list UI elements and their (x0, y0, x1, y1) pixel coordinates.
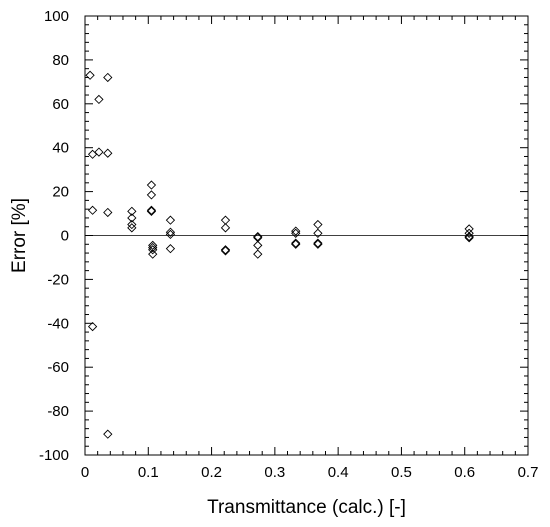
data-point-diamond (148, 242, 158, 253)
data-point-diamond (103, 72, 113, 83)
data-point-diamond (220, 215, 231, 225)
data-point-diamond (291, 226, 301, 236)
data-point-diamond (165, 229, 176, 240)
data-point-diamond (94, 94, 104, 105)
data-point-diamond (464, 231, 474, 242)
data-point-diamond (165, 215, 176, 225)
data-point-diamond (146, 205, 157, 215)
y-tick-label: 20 (52, 184, 69, 201)
x-tick-label: 0.1 (138, 464, 159, 481)
tick-labels: 0 0.1 0.2 0.3 0.4 0.5 0.6 0.7 -100 -80 -60 -40 -20 0 2… (39, 8, 538, 481)
data-point-diamond (103, 207, 113, 218)
data-point-diamond (146, 190, 157, 200)
data-point-diamond (313, 219, 323, 230)
data-point-diamond (146, 180, 157, 190)
y-tick-label: 40 (52, 140, 69, 157)
data-point-diamond (103, 148, 113, 158)
x-tick-label: 0.5 (391, 464, 412, 481)
data-point-diamond (148, 249, 158, 259)
x-tick-label: 0.2 (201, 464, 222, 481)
data-point-diamond (313, 228, 323, 238)
data-point-diamond (87, 205, 98, 215)
x-tick-label: 0 (81, 464, 89, 481)
y-tick-label: -40 (47, 315, 69, 332)
data-point-diamond (253, 249, 263, 259)
data-point-diamond (87, 321, 98, 332)
data-point-diamond (313, 238, 323, 248)
y-axis-title: Error [%] (9, 198, 30, 273)
x-tick-label: 0.3 (264, 464, 285, 481)
x-tick-label: 0.7 (518, 464, 539, 481)
x-axis-title: Transmittance (calc.) [-] (207, 497, 406, 518)
y-tick-label: 0 (61, 228, 69, 245)
data-point-diamond (253, 231, 263, 242)
y-tick-label: -100 (39, 447, 69, 464)
data-point-diamond (127, 213, 137, 223)
y-tick-label: 80 (52, 52, 69, 69)
data-point-diamond (291, 228, 301, 238)
x-tick-label: 0.6 (454, 464, 475, 481)
y-tick-label: 60 (52, 96, 69, 113)
plot-frame (84, 15, 529, 456)
data-point-diamond (127, 206, 137, 216)
data-point-diamond (146, 206, 157, 216)
data-point-diamond (148, 240, 158, 251)
data-point-diamond (291, 238, 301, 248)
y-tick-label: -60 (47, 359, 69, 376)
data-point-diamond (103, 429, 113, 439)
data-point-diamond (220, 246, 231, 256)
data-point-diamond (313, 239, 323, 249)
y-tick-label: -80 (47, 403, 69, 420)
data-point-diamond (127, 219, 137, 230)
data-point-diamond (291, 239, 301, 249)
data-point-diamond (94, 147, 104, 157)
y-tick-label: -20 (47, 271, 69, 288)
data-point-diamond (165, 244, 176, 254)
data-point-diamond (148, 245, 158, 255)
data-point-diamond (253, 240, 263, 251)
x-tick-label: 0.4 (328, 464, 349, 481)
data-point-diamond (127, 223, 137, 233)
data-point-diamond (220, 223, 231, 233)
data-points (85, 70, 474, 439)
data-point-diamond (464, 228, 474, 238)
data-point-diamond (165, 227, 176, 237)
data-point-diamond (85, 70, 95, 80)
data-point-diamond (220, 245, 231, 255)
data-point-diamond (464, 233, 474, 243)
y-tick-label: 100 (44, 8, 69, 25)
